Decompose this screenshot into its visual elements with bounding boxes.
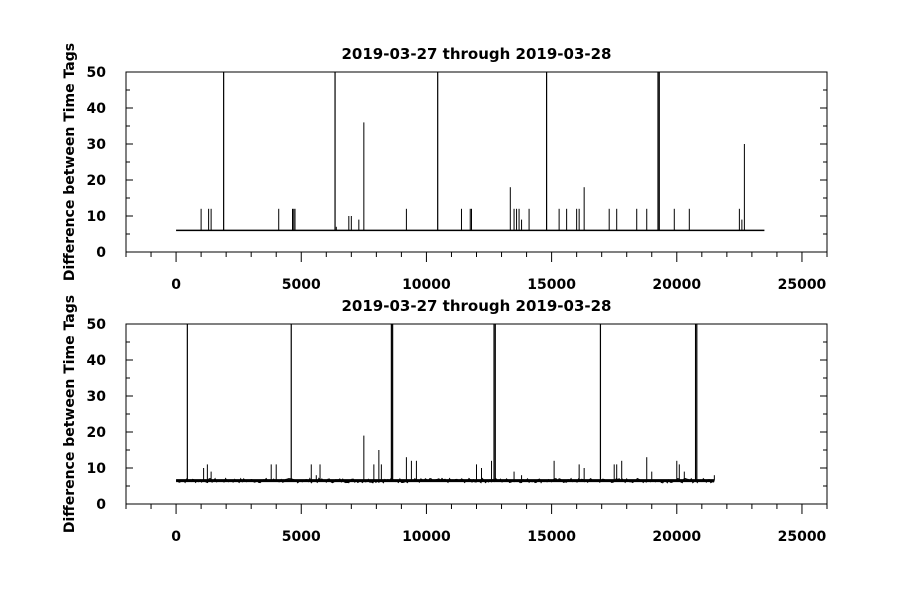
y-tick-label: 50 (87, 65, 107, 81)
chart-title: 2019-03-27 through 2019-03-28 (342, 297, 612, 315)
x-tick-label: 15000 (527, 277, 576, 293)
x-tick-label: 5000 (282, 529, 321, 545)
x-tick-label: 25000 (778, 277, 827, 293)
x-tick-label: 10000 (402, 277, 451, 293)
y-tick-label: 0 (96, 497, 106, 513)
plot-frame (125, 71, 828, 253)
x-tick-label: 20000 (652, 277, 701, 293)
y-tick-label: 20 (87, 173, 107, 189)
x-tick-label: 25000 (778, 529, 827, 545)
x-tick-label: 0 (171, 277, 181, 293)
y-tick-label: 30 (87, 137, 107, 153)
y-tick-label: 20 (87, 425, 107, 441)
chart-panel-1: 2019-03-27 through 2019-03-28 Difference … (62, 43, 828, 293)
y-axis-label: Difference between Time Tags (62, 43, 78, 281)
chart-title: 2019-03-27 through 2019-03-28 (342, 45, 612, 63)
y-tick-label: 10 (87, 461, 107, 477)
x-tick-label: 0 (171, 529, 181, 545)
y-tick-label: 30 (87, 389, 107, 405)
x-tick-label: 5000 (282, 277, 321, 293)
y-tick-label: 0 (96, 245, 106, 261)
x-tick-label: 20000 (652, 529, 701, 545)
y-tick-label: 40 (87, 353, 107, 369)
y-axis-label: Difference between Time Tags (62, 295, 78, 533)
y-tick-label: 40 (87, 101, 107, 117)
series-noise (176, 477, 714, 484)
x-tick-label: 10000 (402, 529, 451, 545)
y-tick-label: 50 (87, 317, 107, 333)
x-tick-label: 15000 (527, 529, 576, 545)
chart-panel-2: 2019-03-27 through 2019-03-28 Difference … (62, 295, 828, 545)
y-tick-label: 10 (87, 209, 107, 225)
